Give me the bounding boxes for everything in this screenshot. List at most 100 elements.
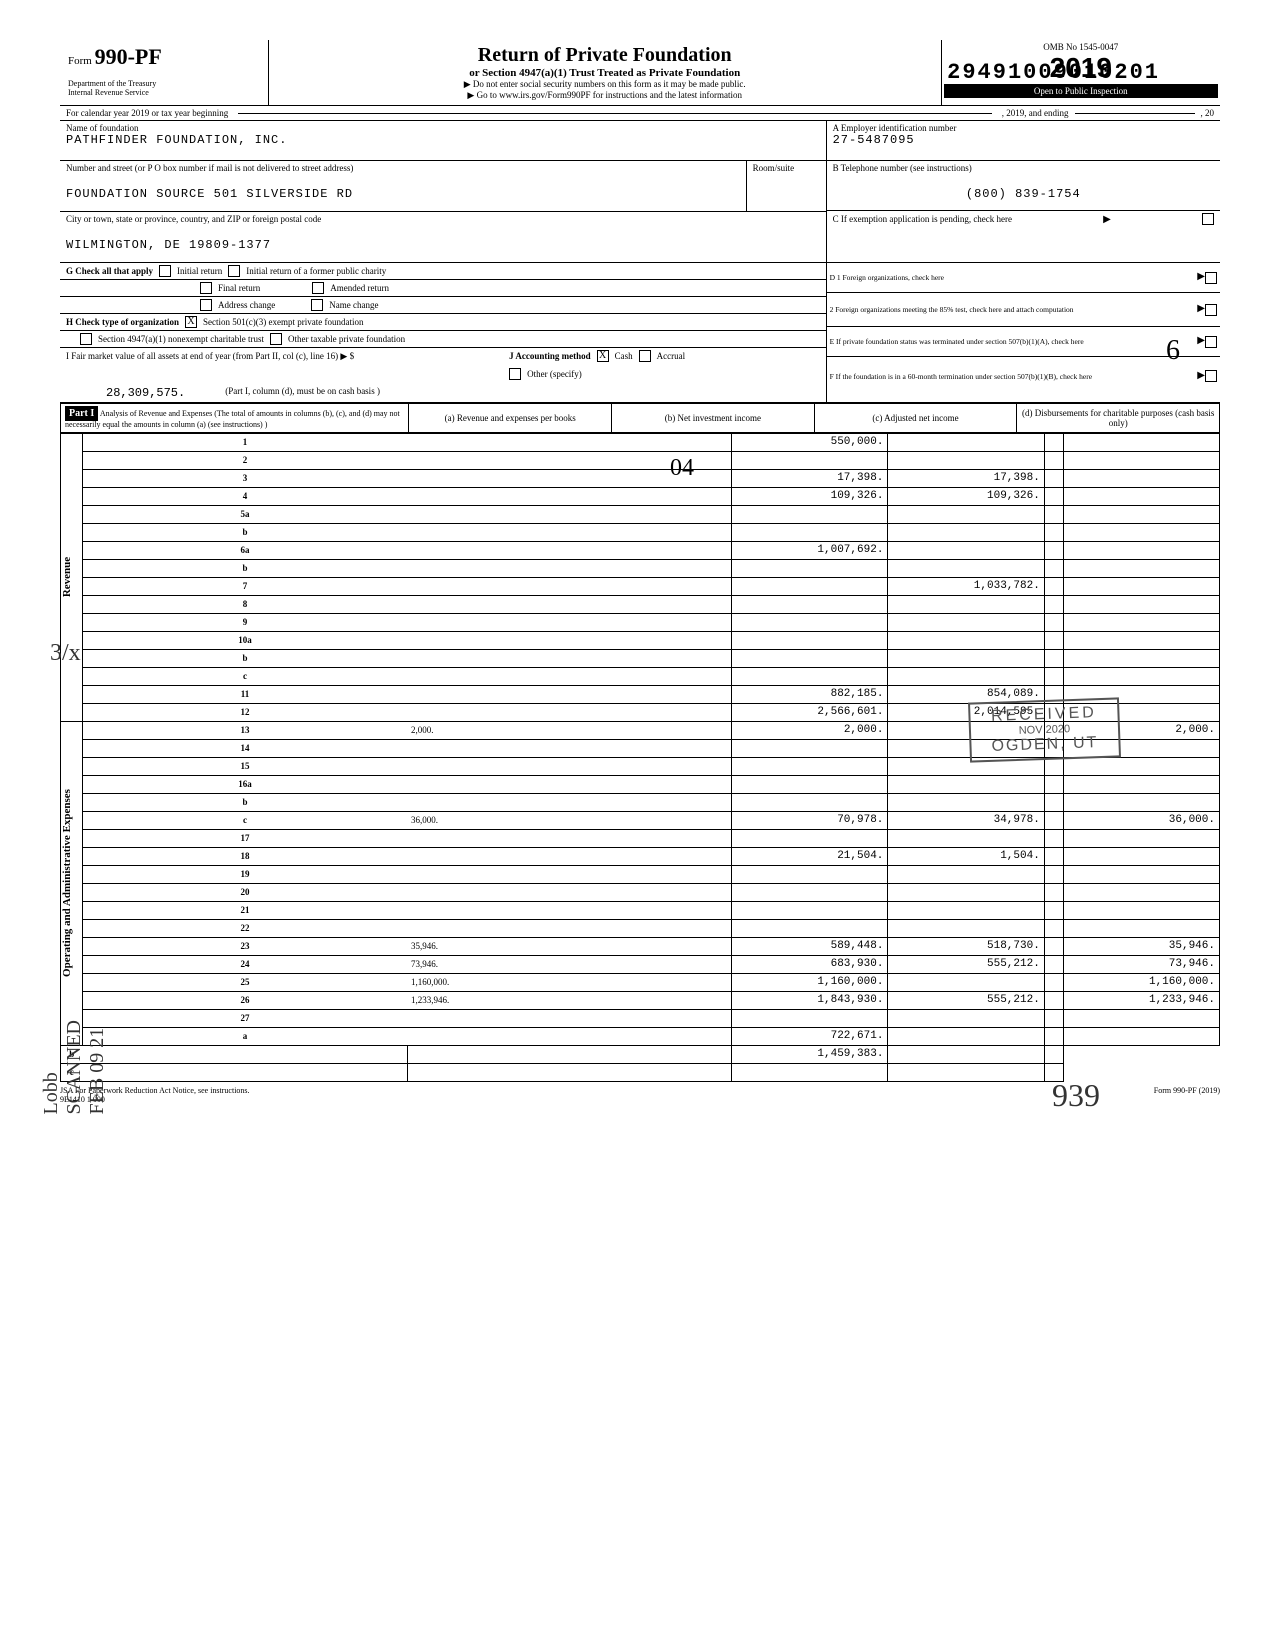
col-c-value (888, 1045, 1044, 1063)
j-accrual-cb[interactable] (639, 350, 651, 362)
g-initial-cb[interactable] (159, 265, 171, 277)
col-b-value: 555,212. (888, 991, 1044, 1009)
col-a-value (732, 505, 888, 523)
f-cb[interactable] (1205, 370, 1217, 382)
instruction-2: ▶ Go to www.irs.gov/Form990PF for instru… (273, 90, 937, 101)
g-final-cb[interactable] (200, 282, 212, 294)
table-row: 6a1,007,692. (61, 541, 1220, 559)
col-a-value: 2,566,601. (732, 703, 888, 721)
instruction-1: ▶ Do not enter social security numbers o… (273, 79, 937, 90)
col-c-value (1044, 973, 1063, 991)
line-desc: 1,160,000. (407, 973, 732, 991)
col-d-value (1063, 523, 1219, 541)
h-other-cb[interactable] (270, 333, 282, 345)
line-number: 19 (83, 865, 408, 883)
line-number: 5a (83, 505, 408, 523)
col-d-value (1063, 757, 1219, 775)
col-c-value (1044, 919, 1063, 937)
line-number: 2 (83, 451, 408, 469)
foundation-name: PATHFINDER FOUNDATION, INC. (66, 133, 820, 147)
col-a-value (732, 739, 888, 757)
expenses-rotate: Operating and Administrative Expenses (61, 789, 73, 977)
g-name: Name change (329, 300, 378, 310)
col-a-value: 1,007,692. (732, 541, 888, 559)
line-number: 27 (83, 1009, 408, 1027)
table-row: 21 (61, 901, 1220, 919)
e-cb[interactable] (1205, 336, 1217, 348)
col-d-value (1063, 649, 1219, 667)
g-amended-cb[interactable] (312, 282, 324, 294)
col-c-value (1044, 523, 1063, 541)
line-number: b (83, 793, 408, 811)
col-a-value (732, 1009, 888, 1027)
line-number: a (83, 1027, 408, 1045)
col-a-value (732, 901, 888, 919)
col-d-value: 35,946. (1063, 937, 1219, 955)
footer-form: Form 990-PF (2019) (1154, 1086, 1220, 1104)
j-other-cb[interactable] (509, 368, 521, 380)
c-checkbox[interactable] (1202, 213, 1214, 225)
col-a-value: 589,448. (732, 937, 888, 955)
line-desc (407, 739, 732, 757)
col-b-value: 1,459,383. (732, 1045, 888, 1063)
handwritten-scanned: Lobb SCANNED FEB 09 21 (40, 1020, 109, 1114)
j-cash-cb[interactable]: X (597, 350, 609, 362)
col-d-value (1063, 487, 1219, 505)
col-b-value: 518,730. (888, 937, 1044, 955)
table-row: b (61, 649, 1220, 667)
line-number: 26 (83, 991, 408, 1009)
col-d-header: (d) Disbursements for charitable purpose… (1016, 404, 1219, 432)
j-cash: Cash (615, 351, 633, 361)
col-b-value (888, 523, 1044, 541)
col-b-value (888, 1027, 1044, 1045)
line-desc (407, 433, 732, 451)
col-b-value (888, 451, 1044, 469)
col-b-value (888, 631, 1044, 649)
g-name-cb[interactable] (311, 299, 323, 311)
table-row: 16a (61, 775, 1220, 793)
col-d-value: 36,000. (1063, 811, 1219, 829)
line-number: 23 (83, 937, 408, 955)
col-a-value (732, 793, 888, 811)
form-prefix: Form (68, 55, 92, 67)
city-label: City or town, state or province, country… (66, 214, 820, 224)
col-a-value: 109,326. (732, 487, 888, 505)
col-d-value (1063, 667, 1219, 685)
col-c-value (888, 1063, 1044, 1081)
d2-label: 2 Foreign organizations meeting the 85% … (830, 305, 1074, 314)
col-c-value (1044, 649, 1063, 667)
line-number: 16a (83, 775, 408, 793)
form-number: 990-PF (95, 44, 162, 69)
g-addr-cb[interactable] (200, 299, 212, 311)
col-a-value: 17,398. (732, 469, 888, 487)
h-4947-cb[interactable] (80, 333, 92, 345)
col-a-value (732, 559, 888, 577)
g-initial-former-cb[interactable] (228, 265, 240, 277)
col-a-value: 70,978. (732, 811, 888, 829)
d1-cb[interactable] (1205, 272, 1217, 284)
name-label: Name of foundation (66, 123, 820, 133)
col-d-value (1063, 559, 1219, 577)
d2-cb[interactable] (1205, 304, 1217, 316)
col-a-value: 683,930. (732, 955, 888, 973)
col-b-value (888, 865, 1044, 883)
table-row: 27 (61, 1009, 1220, 1027)
col-c-value (1044, 613, 1063, 631)
line-desc (407, 649, 732, 667)
col-a-value: 1,160,000. (732, 973, 888, 991)
h-label: H Check type of organization (66, 317, 179, 327)
address: FOUNDATION SOURCE 501 SILVERSIDE RD (66, 187, 740, 201)
line-number: 4 (83, 487, 408, 505)
line-number: 22 (83, 919, 408, 937)
h-501c3-cb[interactable]: X (185, 316, 197, 328)
handwritten-3x: 3/x (50, 640, 81, 667)
received-text: RECEIVED (990, 704, 1097, 726)
dln-stamp: 29491009010201 (947, 60, 1160, 85)
col-c-value (1044, 793, 1063, 811)
col-d-value (1063, 433, 1219, 451)
h-501c3: Section 501(c)(3) exempt private foundat… (203, 317, 363, 327)
col-d-value (1063, 883, 1219, 901)
col-b-value: 17,398. (888, 469, 1044, 487)
part1-header: Part I (65, 406, 98, 421)
line-desc (407, 685, 732, 703)
